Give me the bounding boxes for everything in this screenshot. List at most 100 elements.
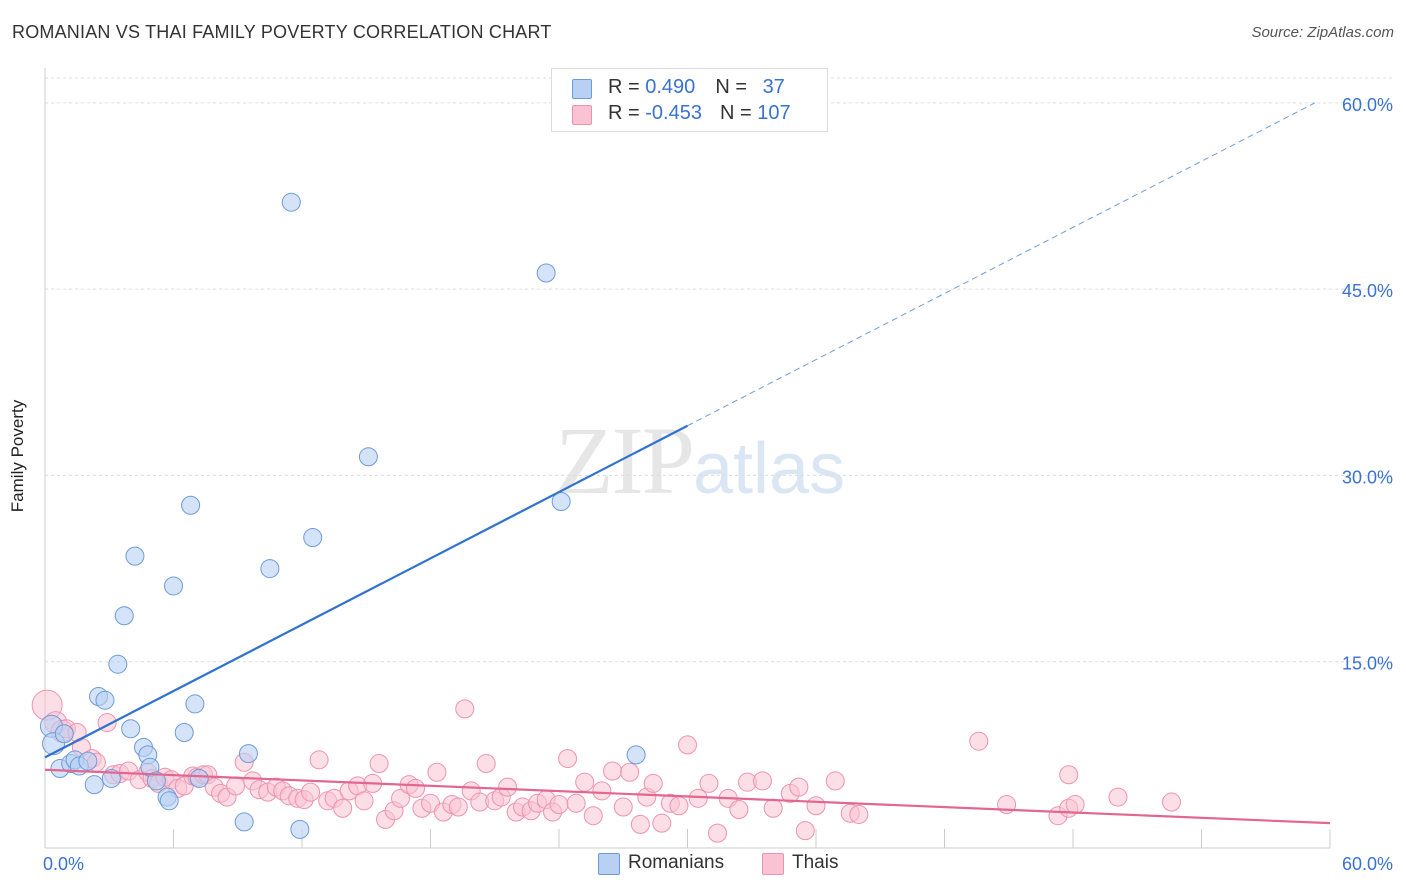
- thai-point: [333, 798, 353, 818]
- x-tick-label: 0.0%: [43, 854, 84, 874]
- source-label: Source: ZipAtlas.com: [1251, 24, 1394, 41]
- y-tick-label: 15.0%: [1342, 654, 1393, 674]
- thai-point: [849, 804, 869, 824]
- bottom-legend-thais-label: Thais: [792, 852, 839, 873]
- thai-point: [630, 814, 650, 834]
- thai-trend-line: [44, 768, 1331, 825]
- romanian-point: [551, 492, 571, 511]
- romanian-point: [303, 528, 323, 548]
- thai-point: [427, 762, 447, 782]
- romanian-point: [358, 447, 378, 467]
- watermark: ZIPatlas: [555, 405, 845, 516]
- romanian-point: [234, 812, 254, 832]
- thai-point: [603, 761, 623, 781]
- thai-point: [613, 797, 633, 817]
- thai-point: [498, 777, 518, 797]
- romanian-point: [125, 546, 145, 566]
- romanian-point: [626, 745, 646, 765]
- thai-point: [652, 813, 672, 833]
- thai-swatch-icon: [572, 105, 592, 125]
- romanian-point: [54, 724, 74, 744]
- thai-point: [763, 798, 783, 818]
- thai-point: [620, 762, 640, 782]
- y-tick-label: 45.0%: [1342, 281, 1393, 301]
- thai-point: [583, 806, 603, 826]
- watermark-atlas: atlas: [693, 429, 846, 509]
- thai-point: [1108, 787, 1128, 807]
- romanian-point: [290, 819, 310, 839]
- thai-point: [448, 797, 468, 817]
- thai-point: [729, 800, 749, 819]
- romanian-trend-line: [44, 424, 689, 759]
- romanian-point: [108, 654, 128, 674]
- romanian-point: [84, 775, 104, 795]
- romanian-point: [238, 744, 258, 764]
- legend-r-label: R =: [608, 102, 646, 124]
- thai-point: [455, 699, 475, 719]
- legend-n-value-thais: 107: [757, 102, 791, 124]
- romanian-swatch-icon: [572, 79, 592, 99]
- legend-n-value-romanians: 37: [762, 76, 785, 98]
- thai-point: [1162, 792, 1182, 812]
- thai-point: [643, 773, 663, 793]
- romanian-point: [174, 723, 194, 742]
- thai-point: [592, 781, 612, 801]
- thai-point: [549, 795, 569, 815]
- legend-r-value-romanians: 0.490: [645, 76, 696, 98]
- thai-point: [688, 788, 708, 808]
- thai-point: [476, 754, 496, 774]
- romanian-swatch-icon: [598, 853, 620, 875]
- bottom-legend-romanians-label: Romanians: [628, 852, 725, 873]
- thai-point: [406, 778, 426, 798]
- romanian-point: [281, 192, 301, 212]
- y-tick-label: 30.0%: [1342, 467, 1393, 487]
- thai-point: [369, 754, 389, 774]
- thai-point: [1065, 795, 1085, 815]
- watermark-zip: ZIP: [555, 407, 695, 514]
- legend-row-thais-text: R = -0.453 N = 107: [608, 102, 791, 125]
- romanian-point: [114, 606, 134, 626]
- thai-point: [678, 735, 697, 755]
- thai-point: [795, 821, 815, 841]
- y-axis-label: Family Poverty: [8, 399, 27, 513]
- thai-point: [301, 782, 321, 802]
- legend-n-label: N =: [715, 76, 753, 98]
- romanian-point: [164, 576, 183, 596]
- legend-n-label: N =: [719, 102, 758, 124]
- thai-point: [669, 796, 689, 816]
- y-tick-label: 60.0%: [1342, 95, 1393, 115]
- legend-r-label: R =: [608, 76, 646, 98]
- romanian-point: [159, 791, 179, 811]
- thai-point: [969, 731, 989, 751]
- thai-point: [354, 791, 374, 811]
- thai-point: [699, 773, 719, 793]
- thai-point: [789, 777, 809, 797]
- thai-point: [575, 772, 595, 792]
- thai-point: [391, 788, 411, 808]
- thai-point: [752, 771, 772, 791]
- romanian-point: [185, 694, 205, 714]
- romanian-point: [189, 768, 209, 788]
- romanian-point: [78, 751, 98, 771]
- romanian-trend-extension: [687, 102, 1316, 427]
- thai-point: [558, 749, 578, 769]
- thai-point: [806, 796, 826, 816]
- thai-point: [226, 776, 246, 796]
- chart-title: ROMANIAN VS THAI FAMILY POVERTY CORRELAT…: [12, 22, 552, 42]
- legend-row-romanians-text: R = 0.490 N = 37: [608, 76, 785, 99]
- thai-swatch-icon: [762, 853, 784, 875]
- romanian-point: [146, 771, 166, 791]
- thai-point: [566, 793, 586, 813]
- x-tick-label: 60.0%: [1342, 854, 1393, 874]
- thai-point: [707, 823, 727, 843]
- romanian-point: [121, 719, 141, 739]
- romanian-point: [260, 559, 280, 579]
- thai-point: [825, 771, 845, 791]
- thai-point: [1059, 765, 1079, 785]
- legend-r-value-thais: -0.453: [645, 102, 702, 124]
- romanian-point: [101, 768, 121, 788]
- romanian-point: [95, 690, 115, 710]
- romanian-point: [536, 263, 556, 283]
- correlation-legend: R = 0.490 N = 37 R = -0.453 N = 107: [551, 68, 828, 132]
